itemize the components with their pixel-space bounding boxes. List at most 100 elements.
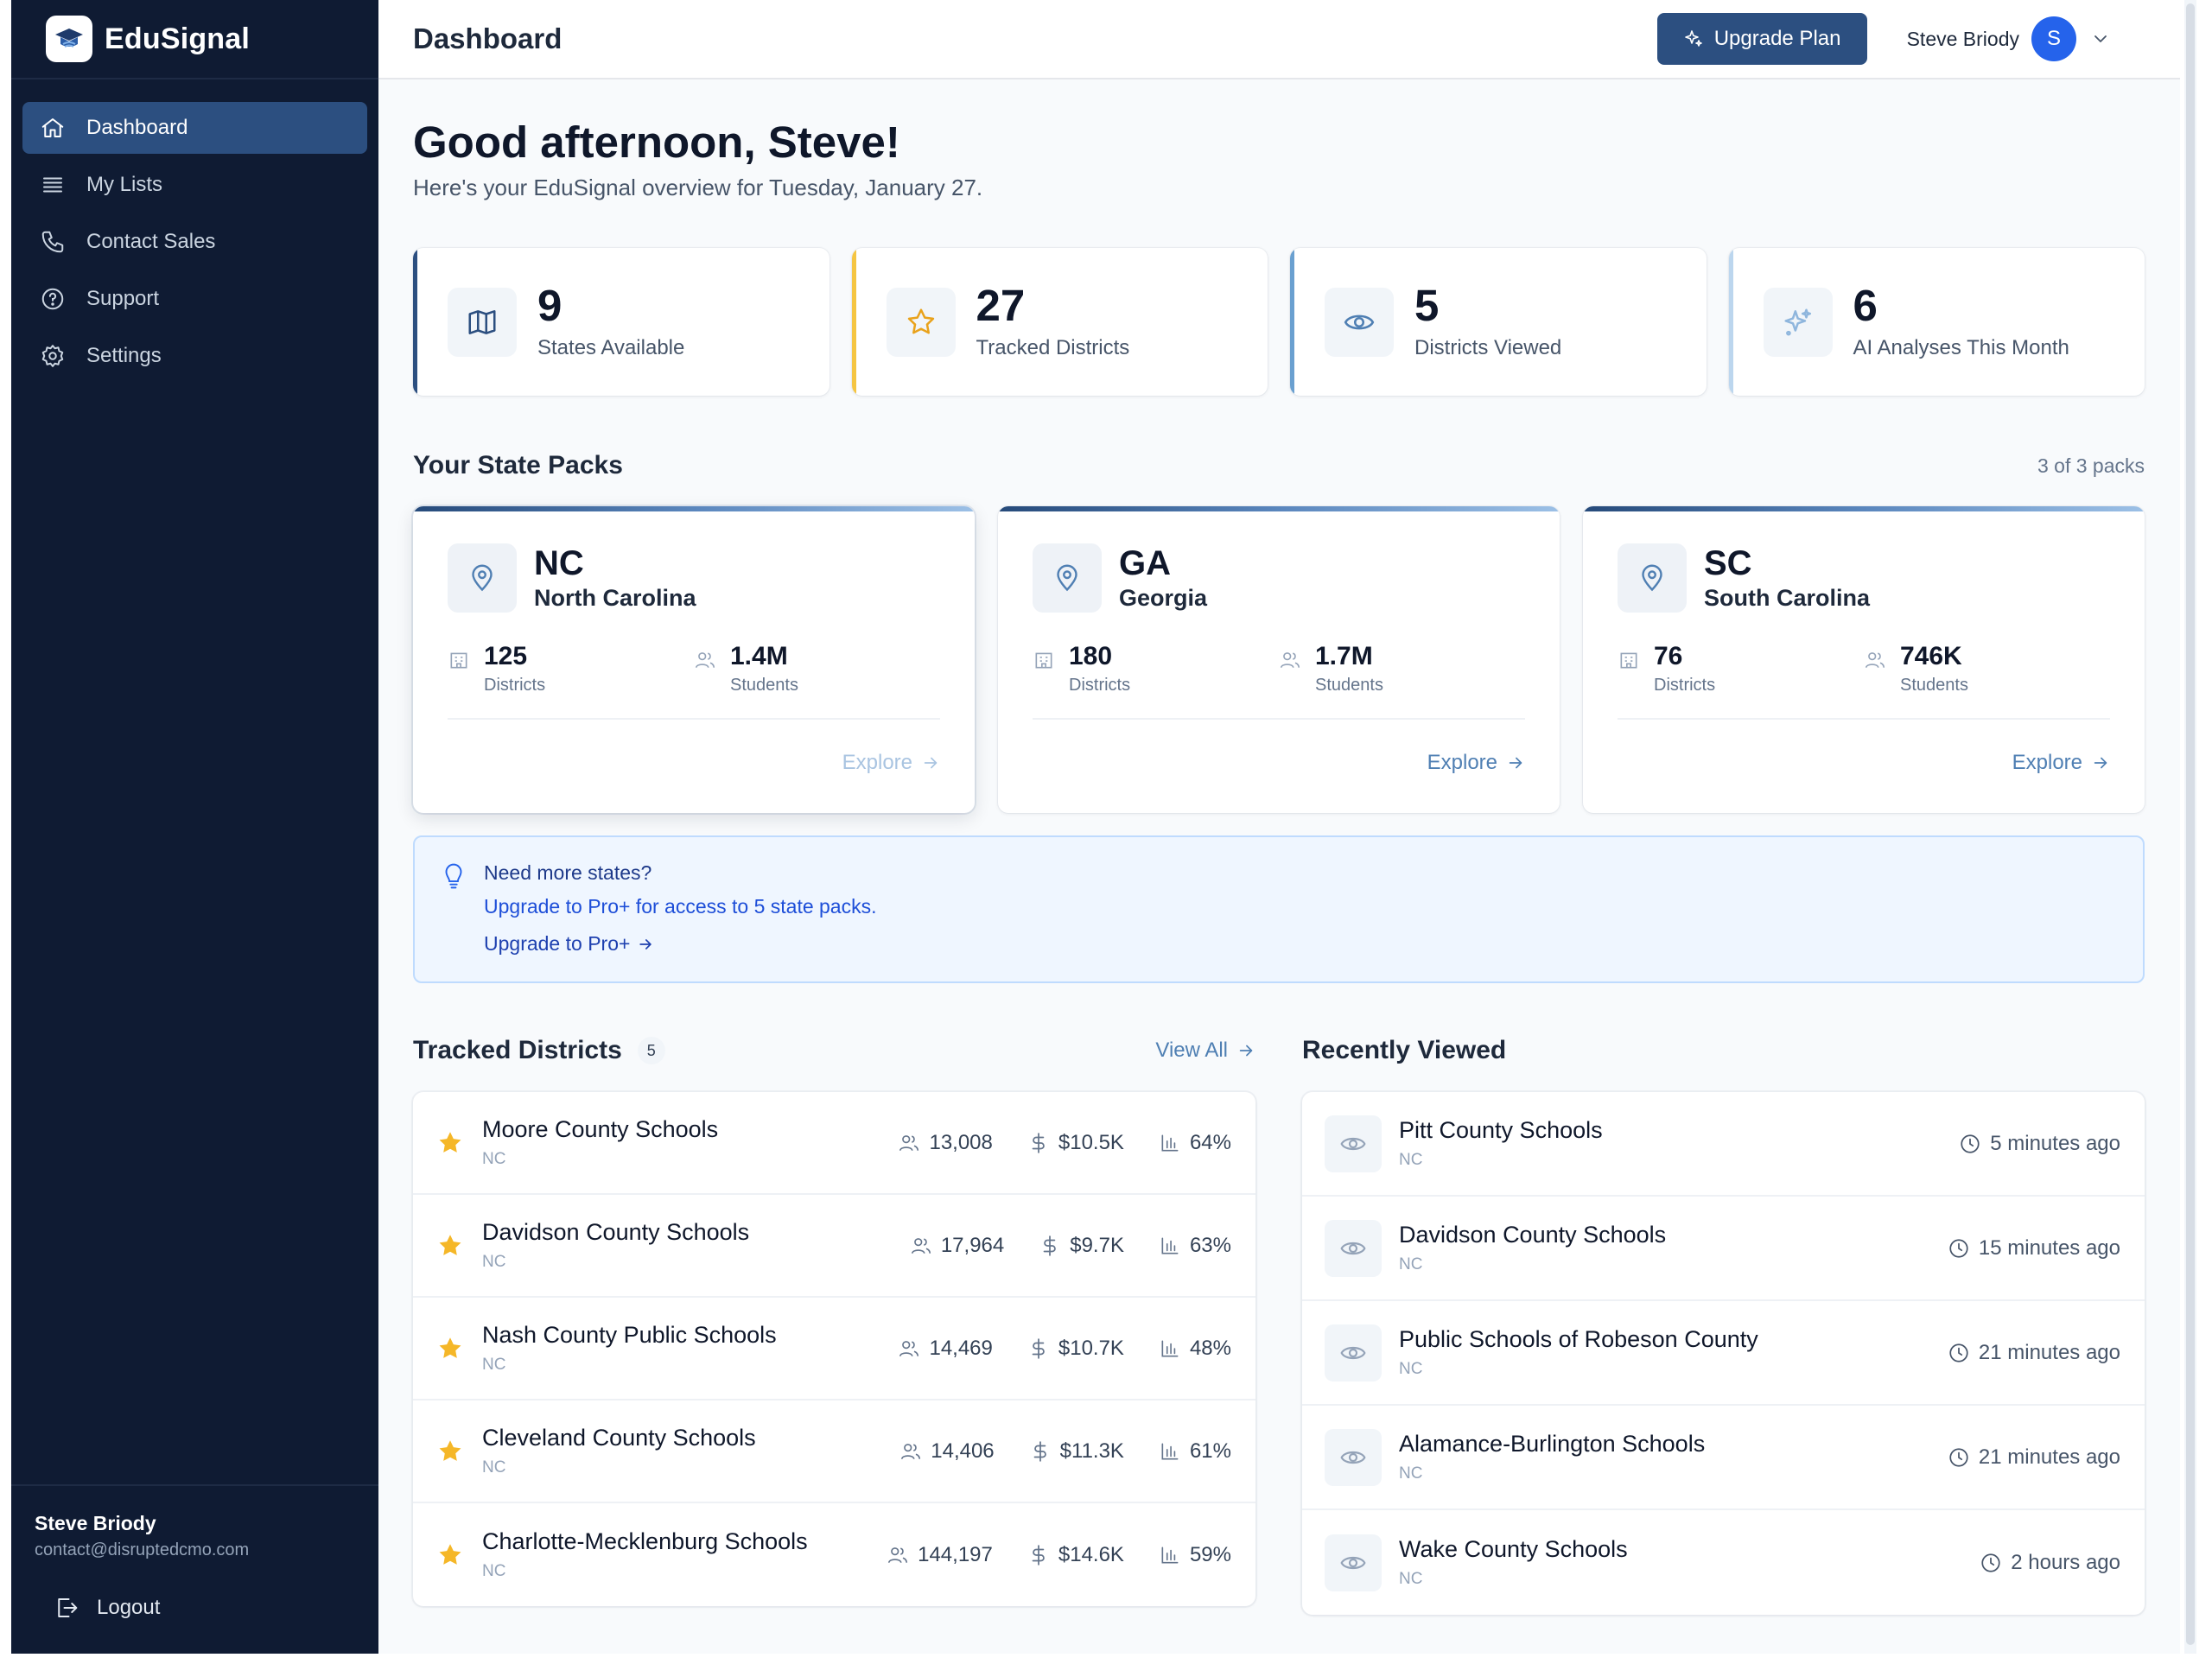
clock-icon [1949,1343,1968,1362]
users-icon [888,1547,908,1563]
sidebar-item-my-lists[interactable]: My Lists [22,159,367,211]
state-pack-card-ga[interactable]: GA Georgia 180 Districts 1.7M Students [998,506,1560,813]
clock-icon [1961,1134,1980,1153]
district-name: Moore County Schools [482,1116,719,1142]
star-icon[interactable] [435,1231,465,1261]
greeting-subtitle: Here's your EduSignal overview for Tuesd… [413,175,983,200]
building-icon [1035,652,1052,669]
sidebar-item-dashboard[interactable]: Dashboard [22,102,367,154]
viewed-time: 5 minutes ago [1990,1131,2120,1155]
users-icon [899,1134,919,1151]
stat-card-viewed: 5 Districts Viewed [1290,248,1707,396]
sidebar-item-support[interactable]: Support [22,273,367,325]
map-pin-icon [448,543,517,613]
chevron-down-icon[interactable] [2090,29,2111,49]
map-pin-icon [1033,543,1102,613]
district-spend: $10.5K [1058,1130,1124,1154]
district-name: Alamance-Burlington Schools [1399,1431,1706,1457]
table-row[interactable]: Moore County Schools NC 13,008 $10.5K 64% [413,1092,1255,1195]
pack-students-value: 746K [1900,642,1962,670]
district-students: 14,406 [931,1439,995,1463]
district-name: Davidson County Schools [482,1219,750,1245]
state-packs-count: 3 of 3 packs [2037,454,2145,477]
pack-code: GA [1119,543,1171,582]
district-percent: 59% [1189,1542,1231,1566]
stat-label: Districts Viewed [1414,336,1562,359]
list-item[interactable]: Davidson County Schools NC 15 minutes ago [1302,1197,2145,1301]
arrow-right-icon [2094,757,2107,769]
sidebar-item-contact-sales[interactable]: Contact Sales [22,216,367,268]
district-percent: 64% [1189,1130,1231,1154]
table-row[interactable]: Charlotte-Mecklenburg Schools NC 144,197 … [413,1503,1255,1606]
list-item[interactable]: Wake County Schools NC 2 hours ago [1302,1510,2145,1615]
pack-districts-label: Districts [1654,676,1716,695]
sparkles-icon [1763,287,1833,357]
sidebar-user-panel: Steve Briody contact@disruptedcmo.com Lo… [11,1484,378,1654]
divider [1618,718,2110,720]
users-icon [695,652,715,668]
tracked-districts-list: Moore County Schools NC 13,008 $10.5K 64%… [413,1092,1255,1606]
viewed-time: 15 minutes ago [1978,1235,2120,1260]
divider [448,718,940,720]
gear-icon [41,345,64,367]
stat-label: Tracked Districts [976,336,1130,359]
district-spend: $11.3K [1059,1439,1124,1463]
building-icon [450,652,467,669]
header-user-name[interactable]: Steve Briody [1906,27,2019,50]
district-spend: $14.6K [1058,1542,1124,1566]
upgrade-pro-link[interactable]: Upgrade to Pro+ [484,932,2143,956]
stat-value: 9 [537,281,563,330]
list-item[interactable]: Pitt County Schools NC 5 minutes ago [1302,1092,2145,1197]
pack-districts-value: 76 [1654,642,1683,670]
brand[interactable]: EduSignal [11,0,378,79]
table-row[interactable]: Davidson County Schools NC 17,964 $9.7K 6… [413,1195,1255,1298]
pack-state-name: Georgia [1119,584,1208,611]
star-icon[interactable] [435,1540,465,1570]
arrow-right-icon [1509,757,1522,769]
arrow-right-icon [924,757,938,769]
scrollbar-thumb[interactable] [2186,3,2195,1645]
list-icon [43,177,62,193]
district-name: Nash County Public Schools [482,1322,777,1348]
list-item[interactable]: Alamance-Burlington Schools NC 21 minutes… [1302,1406,2145,1510]
table-row[interactable]: Cleveland County Schools NC 14,406 $11.3K… [413,1400,1255,1503]
table-row[interactable]: Nash County Public Schools NC 14,469 $10.… [413,1298,1255,1400]
explore-link[interactable]: Explore [842,751,940,775]
clock-icon [1949,1238,1968,1258]
state-pack-card-nc[interactable]: NC North Carolina 125 Districts 1.4M Stude… [413,506,975,813]
pack-districts-label: Districts [1069,676,1131,695]
upgrade-plan-label: Upgrade Plan [1713,27,1841,50]
sidebar-item-settings[interactable]: Settings [22,330,367,382]
star-icon[interactable] [435,1128,465,1158]
eye-icon [1325,1428,1382,1486]
stat-cards: 9 States Available 27 Tracked Districts [413,248,2145,396]
arrow-right-icon [639,938,652,949]
map-icon [448,287,517,357]
bar-chart-icon [1161,1547,1179,1563]
explore-label: Explore [2012,751,2082,774]
avatar[interactable]: S [2031,16,2076,61]
sparkles-icon [1684,30,1702,47]
pack-code: SC [1704,543,1752,582]
explore-link[interactable]: Explore [1427,751,1525,775]
view-all-link[interactable]: View All [1155,1038,1255,1063]
district-state: NC [1399,1151,1423,1169]
dollar-icon [1043,1235,1056,1256]
users-icon [1865,652,1885,668]
sidebar-item-label: Settings [86,344,162,367]
state-pack-card-sc[interactable]: SC South Carolina 76 Districts 746K Studen… [1583,506,2145,813]
upgrade-plan-button[interactable]: Upgrade Plan [1656,13,1867,65]
district-spend: $10.7K [1058,1336,1124,1360]
logout-button[interactable]: Logout [54,1595,378,1621]
sidebar-user-email: contact@disruptedcmo.com [35,1540,250,1559]
list-item[interactable]: Public Schools of Robeson County NC 21 mi… [1302,1301,2145,1406]
star-icon[interactable] [435,1437,465,1466]
star-icon[interactable] [435,1334,465,1363]
count-badge: 5 [637,1037,665,1064]
district-state: NC [482,1253,506,1271]
users-icon [899,1340,919,1356]
stat-label: AI Analyses This Month [1853,336,2069,359]
star-icon [886,287,956,357]
explore-link[interactable]: Explore [2012,751,2110,775]
state-packs-title: Your State Packs [413,451,623,480]
